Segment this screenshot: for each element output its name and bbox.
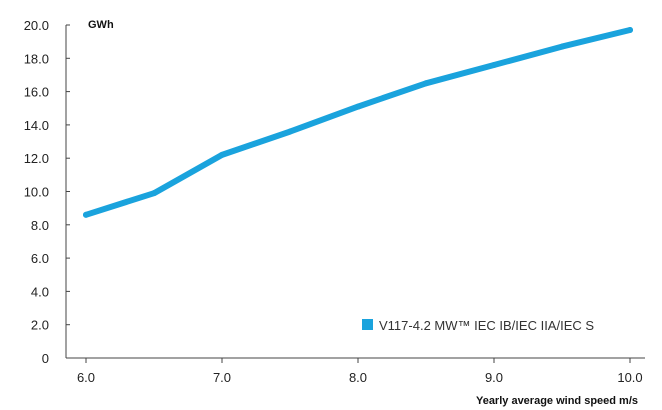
- legend-swatch: [362, 319, 373, 330]
- y-axis-ticks: 0 2.0 4.0 6.0 8.0 10.0 12.0 14.0 16.0 18.0 20.0: [24, 18, 70, 366]
- data-point: [627, 26, 633, 33]
- data-point: [83, 211, 89, 218]
- data-point: [559, 43, 565, 50]
- x-tick-label: 6.0: [77, 370, 95, 385]
- y-tick-label: 12.0: [24, 151, 49, 166]
- series-line-0: [83, 27, 633, 218]
- x-tick-label: 9.0: [485, 370, 503, 385]
- legend: V117-4.2 MW™ IEC IB/IEC IIA/IEC S: [362, 318, 594, 333]
- y-tick-label: 6.0: [31, 251, 49, 266]
- y-tick-label: 2.0: [31, 318, 49, 333]
- data-point: [219, 151, 225, 158]
- y-tick-label: 20.0: [24, 18, 49, 33]
- data-point: [423, 80, 429, 87]
- data-point: [287, 128, 293, 135]
- y-axis-unit-label: GWh: [88, 19, 114, 31]
- legend-label: V117-4.2 MW™ IEC IB/IEC IIA/IEC S: [379, 318, 594, 333]
- x-tick-label: 8.0: [349, 370, 367, 385]
- y-tick-label: 10.0: [24, 185, 49, 200]
- y-tick-label: 18.0: [24, 51, 49, 66]
- series-layer: [83, 26, 633, 218]
- data-point: [491, 61, 497, 68]
- x-axis-title: Yearly average wind speed m/s: [476, 395, 638, 407]
- x-tick-label: 7.0: [213, 370, 231, 385]
- x-axis-ticks: 6.0 7.0 8.0 9.0 10.0: [77, 358, 643, 385]
- y-tick-label: 4.0: [31, 284, 49, 299]
- y-tick-label: 8.0: [31, 218, 49, 233]
- data-point: [355, 103, 361, 110]
- x-tick-label: 10.0: [617, 370, 642, 385]
- y-tick-label: 14.0: [24, 118, 49, 133]
- y-tick-label: 16.0: [24, 85, 49, 100]
- y-tick-label: 0: [42, 351, 49, 366]
- data-point: [151, 190, 157, 197]
